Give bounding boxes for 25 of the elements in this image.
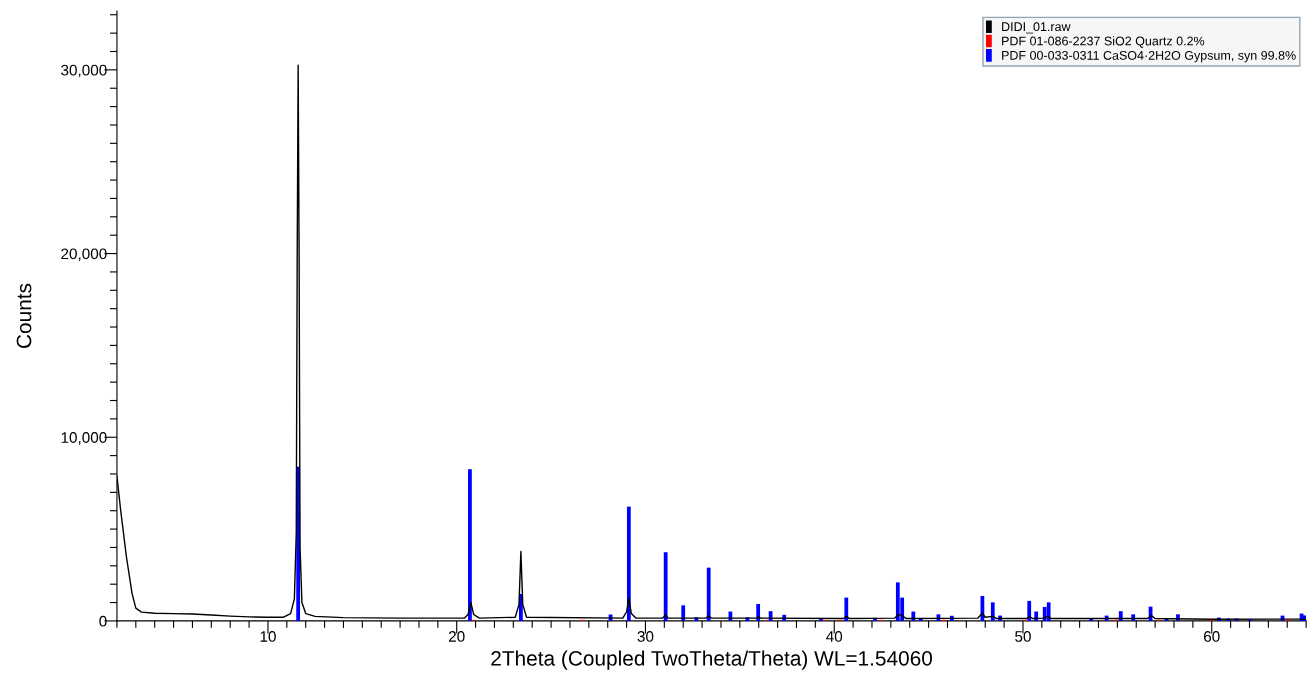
bar [706, 567, 711, 621]
bar [844, 597, 849, 621]
y-axis-title: Counts [16, 283, 32, 348]
legend-label: PDF 01-086-2237 SiO2 Quartz 0.2% [1002, 36, 1205, 48]
x-tick-label: 50 [1015, 631, 1031, 642]
bar [1046, 602, 1051, 621]
legend-label: DIDI_01.raw [1002, 22, 1071, 34]
x-axis-title: 2Theta (Coupled TwoTheta/Theta) WL=1.54060 [491, 650, 933, 670]
bar [663, 552, 668, 621]
y-tick-label: 10,000 [61, 432, 107, 445]
bar [626, 506, 631, 621]
x-tick-label: 10 [260, 631, 276, 642]
bar [990, 602, 995, 621]
bar [468, 469, 472, 621]
y-tick-label: 30,000 [61, 64, 107, 78]
y-tick-label: 0 [99, 615, 107, 627]
x-tick-label: 20 [448, 631, 465, 642]
bar [895, 582, 900, 621]
x-tick-label: 30 [637, 631, 654, 642]
bar [1027, 600, 1032, 621]
legend-label: PDF 00-033-0311 CaSO4·2H2O Gypsum, syn 99.8% [1002, 50, 1296, 63]
y-tick-label: 20,000 [61, 248, 107, 262]
x-tick-label: 40 [826, 631, 843, 642]
bar [1034, 611, 1039, 621]
x-tick-label: 60 [1204, 631, 1220, 642]
